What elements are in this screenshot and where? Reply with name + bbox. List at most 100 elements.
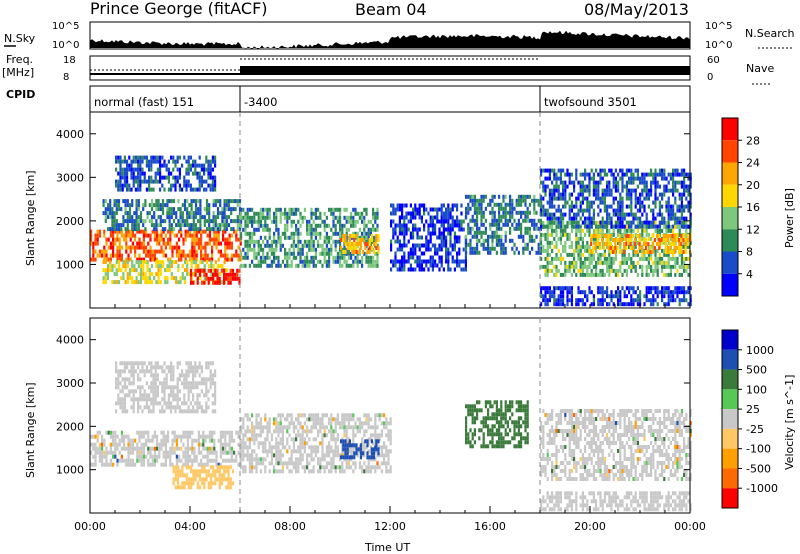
data-cell — [134, 237, 137, 242]
data-cell — [416, 235, 419, 240]
data-cell — [219, 199, 222, 204]
data-cell — [625, 204, 628, 209]
data-cell — [522, 238, 525, 243]
data-cell — [685, 216, 688, 221]
data-cell — [584, 176, 587, 181]
data-cell — [517, 234, 520, 239]
data-cell — [394, 259, 397, 264]
data-cell — [476, 250, 479, 255]
data-cell — [502, 250, 505, 255]
data-cell — [186, 233, 189, 238]
data-cell — [126, 223, 129, 228]
data-cell — [546, 248, 549, 253]
data-cell — [548, 204, 551, 209]
data-cell — [606, 260, 609, 265]
data-cell — [206, 462, 209, 467]
data-cell — [192, 171, 195, 176]
data-cell — [168, 223, 171, 228]
data-cell — [154, 175, 157, 180]
data-cell — [480, 242, 483, 247]
data-cell — [297, 227, 300, 232]
y-tick-label: 3000 — [56, 171, 84, 184]
data-cell — [495, 250, 498, 255]
data-cell — [177, 207, 180, 212]
data-cell — [292, 247, 295, 252]
data-cell — [671, 238, 674, 242]
data-cell — [169, 257, 172, 262]
data-cell — [469, 250, 472, 255]
data-cell — [180, 446, 183, 451]
data-cell — [237, 450, 240, 455]
data-cell — [153, 211, 156, 216]
data-cell — [279, 247, 282, 252]
data-cell — [330, 235, 333, 240]
data-cell — [170, 361, 173, 366]
data-cell — [219, 442, 222, 447]
data-cell — [126, 175, 129, 180]
data-cell — [689, 204, 692, 209]
data-cell — [290, 211, 293, 216]
data-cell — [667, 172, 670, 177]
data-cell — [375, 242, 378, 246]
data-cell — [372, 207, 375, 212]
data-cell — [687, 204, 690, 209]
data-cell — [157, 199, 160, 204]
data-cell — [465, 234, 468, 239]
data-cell — [172, 167, 175, 172]
data-cell — [173, 450, 176, 455]
data-cell — [139, 264, 143, 269]
data-cell — [480, 206, 483, 211]
data-cell — [334, 259, 337, 264]
data-cell — [650, 298, 653, 303]
data-cell — [365, 235, 368, 240]
data-cell — [194, 227, 198, 232]
data-cell — [279, 219, 282, 224]
data-cell — [132, 393, 135, 398]
data-cell — [227, 485, 230, 490]
data-cell — [544, 176, 547, 181]
data-cell — [159, 260, 162, 265]
data-cell — [394, 263, 397, 268]
data-cell — [223, 272, 226, 277]
data-cell — [145, 229, 148, 234]
data-cell — [471, 226, 474, 231]
data-cell — [129, 249, 132, 254]
data-cell — [491, 242, 494, 247]
data-cell — [438, 235, 441, 240]
data-cell — [121, 389, 124, 394]
data-cell — [546, 252, 549, 257]
data-cell — [685, 188, 688, 193]
data-cell — [131, 458, 134, 463]
data-cell — [198, 171, 201, 176]
data-cell — [167, 175, 170, 180]
data-cell — [257, 215, 260, 220]
data-cell — [663, 248, 666, 253]
data-cell — [409, 247, 412, 252]
data-cell — [555, 272, 558, 277]
data-cell — [658, 238, 661, 242]
data-cell — [251, 247, 254, 252]
data-cell — [253, 215, 256, 220]
data-cell — [196, 397, 199, 402]
data-cell — [498, 194, 501, 199]
data-cell — [680, 220, 683, 225]
data-cell — [392, 219, 395, 224]
data-cell — [654, 290, 657, 295]
data-cell — [137, 373, 140, 378]
data-cell — [183, 485, 186, 490]
data-cell — [184, 253, 187, 258]
data-cell — [184, 237, 187, 242]
data-cell — [598, 234, 601, 238]
cpid-segments: normal (fast) 151 -3400 twofsound 3501 — [94, 86, 637, 112]
data-cell — [645, 238, 648, 242]
data-cell — [398, 223, 401, 228]
data-cell — [279, 211, 282, 216]
data-cell — [131, 260, 134, 265]
data-cell — [275, 211, 278, 216]
data-cell — [617, 180, 620, 185]
data-cell — [131, 219, 134, 224]
data-cell — [273, 211, 276, 216]
data-cell — [194, 361, 197, 366]
data-cell — [683, 256, 686, 261]
data-cell — [308, 259, 311, 264]
